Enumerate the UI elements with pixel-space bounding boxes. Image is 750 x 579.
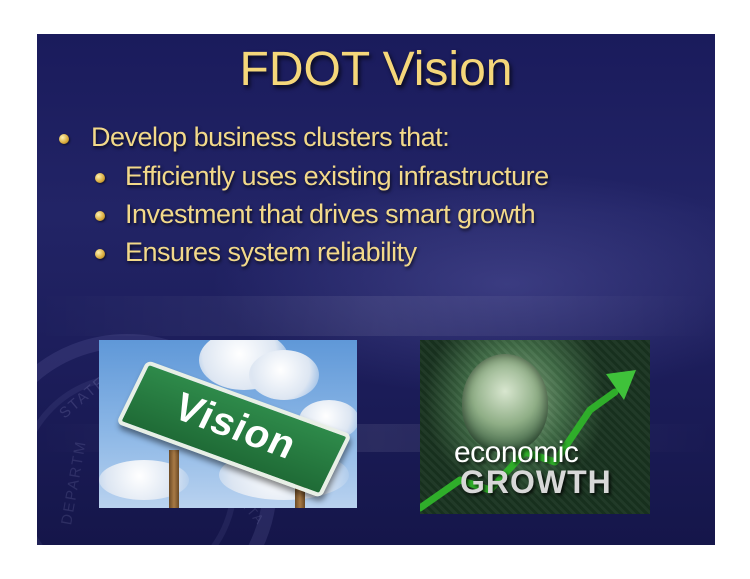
- background-band: [37, 296, 715, 336]
- bullet-item: Develop business clusters that:: [57, 122, 697, 153]
- bullet-item: Efficiently uses existing infrastructure: [57, 161, 697, 192]
- bullet-dot-icon: [95, 211, 105, 221]
- cloud-shape: [249, 350, 319, 400]
- growth-text: GROWTH: [460, 464, 612, 500]
- vision-sign-image: Vision: [99, 340, 357, 508]
- bullet-text: Investment that drives smart growth: [125, 199, 536, 229]
- economic-growth-image: economic GROWTH: [420, 340, 650, 514]
- bullet-dot-icon: [95, 173, 105, 183]
- portrait-icon: [462, 354, 548, 452]
- economic-text: economic: [454, 436, 579, 469]
- bullet-dot-icon: [95, 249, 105, 259]
- bullet-text: Ensures system reliability: [125, 237, 417, 267]
- slide: STATE DEPARTM RTA FDOT Vision Develop bu…: [37, 34, 715, 545]
- bullet-item: Investment that drives smart growth: [57, 199, 697, 230]
- growth-arrow-icon: [420, 370, 636, 512]
- bullet-item: Ensures system reliability: [57, 237, 697, 268]
- sign-post: [169, 450, 179, 508]
- bullet-list: Develop business clusters that: Efficien…: [57, 122, 697, 275]
- bullet-text: Efficiently uses existing infrastructure: [125, 161, 549, 191]
- bullet-dot-icon: [59, 134, 69, 144]
- bullet-text: Develop business clusters that:: [91, 122, 450, 152]
- slide-title: FDOT Vision: [239, 43, 513, 96]
